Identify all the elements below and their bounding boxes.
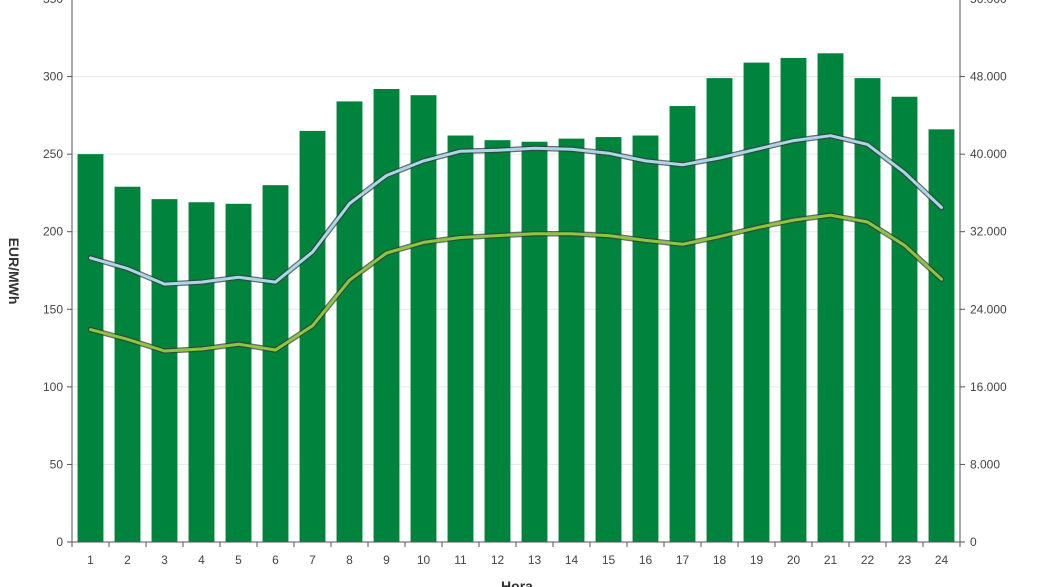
price-bar [188,202,215,543]
price-bar [595,137,622,542]
price-bar [225,203,252,542]
price-bar [77,154,104,542]
price-bar [521,141,548,542]
demand-lines [87,132,945,354]
y2-tick-label: 16.000 [970,380,1007,394]
series-line-outline [87,132,945,287]
price-bar [743,62,770,542]
y-axis-title: EUR/MWh [6,238,22,305]
y-tick-label: 150 [43,302,63,316]
price-bar [299,130,326,542]
y-tick-label: 300 [43,70,63,84]
x-tick-label: 1 [87,553,94,567]
price-bar [854,78,881,542]
x-tick-label: 4 [198,553,205,567]
y2-tick-label: 32.000 [970,225,1007,239]
x-tick-label: 2 [124,553,131,567]
x-tick-label: 19 [750,553,764,567]
x-tick-label: 6 [272,553,279,567]
x-tick-label: 9 [383,553,390,567]
y2-tick-label: 8.000 [970,457,1000,471]
y2-tick-label: 0 [970,535,977,549]
y2-tick-label: 56.000 [970,0,1007,6]
price-bar [151,199,178,543]
y-tick-label: 50 [50,457,64,471]
series-line [89,134,943,286]
x-tick-label: 18 [713,553,727,567]
x-tick-label: 12 [491,553,505,567]
y-tick-label: 250 [43,147,63,161]
x-tick-label: 15 [602,553,616,567]
price-bar [484,140,511,542]
y-tick-label: 200 [43,225,63,239]
y2-tick-label: 24.000 [970,302,1007,316]
price-bars [77,53,955,543]
tick-labels: 0 50 100 150 200 250 300 350 0 8.000 16.000 24.000 3… [43,0,1007,567]
price-bar [706,78,733,542]
x-tick-label: 16 [639,553,653,567]
y-tick-label: 100 [43,380,63,394]
x-tick-label: 8 [346,553,353,567]
price-bar [669,106,696,542]
x-tick-label: 11 [454,553,467,567]
price-bar [558,138,585,542]
x-tick-label: 20 [787,553,801,567]
x-tick-label: 21 [824,553,838,567]
price-bar [632,135,659,543]
x-tick-label: 7 [309,553,316,567]
x-tick-label: 5 [235,553,242,567]
y-tick-label: 350 [43,0,63,6]
y2-tick-label: 40.000 [970,147,1007,161]
price-bar [780,57,807,542]
x-tick-label: 13 [528,553,542,567]
price-bar [373,88,400,543]
x-tick-label: 24 [935,553,949,567]
price-bar [817,53,844,543]
x-tick-label: 10 [417,553,431,567]
x-tick-label: 23 [898,553,912,567]
y-tick-label: 0 [56,535,63,549]
x-tick-label: 22 [861,553,875,567]
price-bar [262,185,289,542]
x-tick-label: 17 [676,553,690,567]
price-bar [114,186,141,543]
x-tick-label: 14 [565,553,579,567]
series-line [89,213,943,353]
price-bar [928,129,955,542]
x-tick-label: 3 [161,553,168,567]
price-bar [336,101,363,542]
x-axis-title: Hora [501,578,533,587]
gridlines [72,76,960,465]
price-bar [410,95,437,542]
price-bar [447,135,474,543]
y2-tick-label: 48.000 [970,70,1007,84]
